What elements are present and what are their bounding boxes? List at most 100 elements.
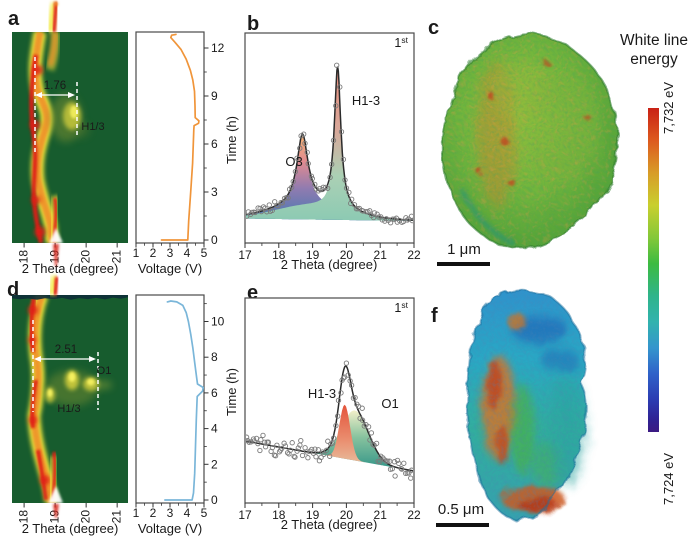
scatter-point [257, 447, 263, 454]
tick-label: 4 [211, 422, 218, 436]
scatter-point [262, 444, 269, 450]
tick-label: 20 [340, 508, 354, 522]
scatter-point [274, 442, 280, 448]
scalebar-f-label: 0.5 μm [438, 501, 484, 518]
tick-label: 3 [167, 246, 174, 260]
scatter-point [260, 204, 267, 210]
scatter-point [335, 397, 342, 404]
panel-d-heatmap: d 2.51 O1 H1/3 18 19 20 21 2 Theta (degree [7, 275, 128, 536]
scatter-point [275, 203, 281, 209]
colorbar-gradient [648, 108, 659, 432]
tick-label: 21 [110, 510, 124, 524]
scatter-point [246, 437, 251, 444]
scatter-point [352, 394, 358, 401]
tick-label: 18 [272, 508, 286, 522]
tick-label: 20 [79, 250, 93, 264]
scatter-point [408, 467, 413, 473]
heatmap-d-features [12, 295, 128, 503]
tick-label: 8 [211, 350, 218, 364]
fit-curve [246, 66, 413, 221]
peak-label-h13-b: H1-3 [352, 93, 380, 108]
tick-label: 18 [17, 510, 31, 524]
scatter-point [327, 174, 333, 181]
scatter-point [279, 445, 285, 452]
scatter-point [325, 185, 331, 191]
tick-label: 18 [272, 248, 286, 262]
scatter-point [392, 473, 398, 479]
scatter-point [359, 405, 365, 411]
tick-label: 4 [184, 506, 191, 520]
peak-label-o1-e: O1 [381, 396, 398, 411]
scatter-point [404, 217, 411, 223]
tick-label: 3 [211, 185, 218, 199]
shift-value-d: 2.51 [55, 344, 77, 356]
shift-value-a: 1.76 [44, 80, 66, 92]
scatter-point [360, 208, 366, 214]
scatter-point [394, 457, 401, 464]
scatter-point [329, 440, 336, 446]
phase-label-h13-a: H1/3 [81, 121, 104, 133]
cycle-num-e: 1 [394, 301, 401, 315]
panel-c-particle: c 1 μm [428, 17, 619, 266]
scatter-point [365, 424, 372, 430]
heatmap-a-annotations: 1.76 H1/3 [34, 57, 105, 153]
phase-label-o1-d: O1 [97, 365, 112, 377]
plot-b-data [246, 62, 413, 226]
scatter-point [264, 209, 270, 215]
scatter-point [305, 160, 311, 167]
tick-label: 20 [340, 248, 354, 262]
plot-e-frame [244, 297, 415, 504]
scatter-point [374, 211, 380, 217]
scalebar-c-bar [437, 262, 490, 266]
scatter-point [373, 440, 380, 447]
tick-label: 2 [150, 246, 157, 260]
tick-label: 5 [201, 506, 208, 520]
tick-label: 4 [184, 246, 191, 260]
tick-label: 22 [407, 248, 421, 262]
tick-label: 0 [211, 493, 218, 507]
scatter-point [348, 382, 355, 388]
tick-label: 3 [167, 506, 174, 520]
scatter-point [255, 205, 261, 211]
voltage-d-frame [135, 294, 205, 504]
scatter-point [371, 210, 378, 216]
scatter-point [389, 466, 395, 472]
scatter-point [391, 459, 398, 465]
tick-label: 2 [211, 457, 218, 471]
voltage-a-curve [160, 33, 200, 241]
scatter-point [317, 185, 323, 192]
scatter-point [330, 137, 337, 144]
scatter-point [346, 189, 352, 196]
scatter-point [246, 434, 250, 440]
scatter-point [265, 439, 272, 445]
heatmap-d-xaxis: 18 19 20 21 [17, 503, 124, 523]
scatter-point [258, 437, 264, 443]
peak-label-h13-e: H1-3 [308, 386, 336, 401]
scatter-point [363, 208, 369, 215]
scatter-point [370, 441, 376, 448]
xaxis-label-b: 2 Theta (degree) [281, 257, 378, 272]
scatter-point [269, 207, 275, 214]
scatter-point [304, 149, 310, 156]
scatter-point [315, 447, 321, 453]
scatter-point [340, 156, 347, 163]
plot-e-data [246, 360, 413, 481]
tick-label: 2 [150, 506, 157, 520]
tick-label: 19 [306, 248, 320, 262]
scatter-point [349, 196, 355, 202]
scatter-point [282, 443, 289, 449]
scatter-point [318, 454, 324, 461]
xaxis-label-d: 2 Theta (degree) [22, 521, 119, 536]
scatter-point [292, 168, 299, 175]
scatter-point [370, 214, 377, 221]
scatter-point [333, 422, 339, 429]
scatter-point [338, 390, 344, 396]
scatter-point [335, 413, 341, 419]
scatter-point [313, 454, 319, 460]
cycle-sup-b: st [401, 35, 408, 45]
scatter-point [367, 208, 373, 214]
particle-c-render [442, 32, 619, 249]
scatter-point [385, 458, 391, 464]
